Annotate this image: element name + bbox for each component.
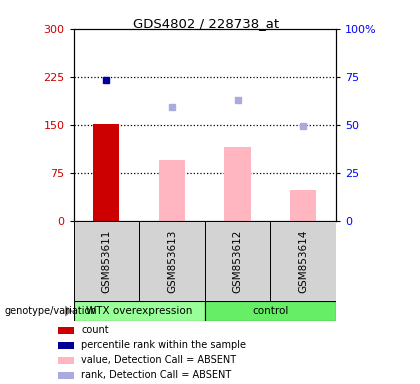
Text: count: count <box>81 325 109 336</box>
Text: GSM853613: GSM853613 <box>167 229 177 293</box>
Bar <box>58 357 74 364</box>
Text: GSM853612: GSM853612 <box>233 229 243 293</box>
Bar <box>290 190 316 221</box>
Text: GSM853611: GSM853611 <box>101 229 111 293</box>
Text: GSM853614: GSM853614 <box>298 229 308 293</box>
Text: percentile rank within the sample: percentile rank within the sample <box>81 340 246 350</box>
Bar <box>270 221 336 301</box>
Bar <box>58 327 74 334</box>
Text: WTX overexpression: WTX overexpression <box>86 306 192 316</box>
Bar <box>58 371 74 379</box>
Text: GDS4802 / 228738_at: GDS4802 / 228738_at <box>133 17 279 30</box>
Bar <box>205 221 270 301</box>
Text: genotype/variation: genotype/variation <box>4 306 97 316</box>
Bar <box>58 342 74 349</box>
Bar <box>205 301 336 321</box>
Bar <box>74 221 139 301</box>
Text: rank, Detection Call = ABSENT: rank, Detection Call = ABSENT <box>81 370 231 380</box>
Bar <box>139 221 205 301</box>
Text: control: control <box>252 306 289 316</box>
Bar <box>224 147 251 221</box>
Bar <box>159 160 185 221</box>
Text: value, Detection Call = ABSENT: value, Detection Call = ABSENT <box>81 355 236 365</box>
Bar <box>93 124 119 221</box>
Bar <box>74 301 205 321</box>
Polygon shape <box>65 306 73 316</box>
